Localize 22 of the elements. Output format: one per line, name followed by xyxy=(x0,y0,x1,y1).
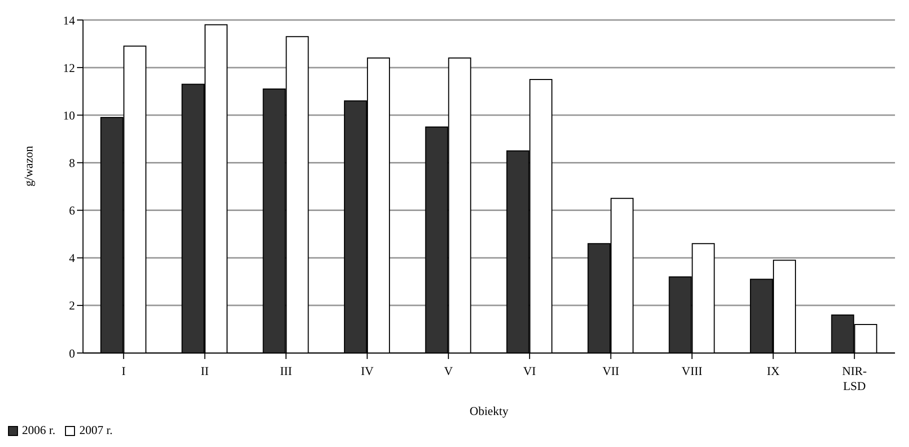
y-tick-label: 0 xyxy=(69,346,75,360)
y-tick-label: 2 xyxy=(69,298,75,313)
legend-label: 2007 r. xyxy=(79,423,113,438)
x-tick-label: II xyxy=(200,364,209,378)
x-tick-label: VII xyxy=(602,364,620,378)
y-tick-label: 10 xyxy=(63,108,75,122)
y-tick-label: 4 xyxy=(69,251,75,266)
y-tick-label: 8 xyxy=(69,156,75,170)
x-tick-label: V xyxy=(444,364,454,378)
y-tick-label: 6 xyxy=(69,204,75,218)
x-tick-label: VI xyxy=(523,364,536,378)
x-axis-title: Obiekty xyxy=(470,404,508,418)
legend-label: 2006 r. xyxy=(22,423,56,438)
y-tick-label: 12 xyxy=(63,60,75,75)
x-tick-label: IX xyxy=(766,364,780,378)
x-tick-label: IV xyxy=(360,364,374,378)
y-axis-title: g/wazon xyxy=(21,146,36,186)
x-tick-label: III xyxy=(280,364,292,378)
x-tick-label: VIII xyxy=(682,364,702,378)
x-tick-label: NIR-LSD xyxy=(842,364,867,393)
y-tick-label: 14 xyxy=(63,13,75,28)
x-tick-label: I xyxy=(122,364,126,378)
